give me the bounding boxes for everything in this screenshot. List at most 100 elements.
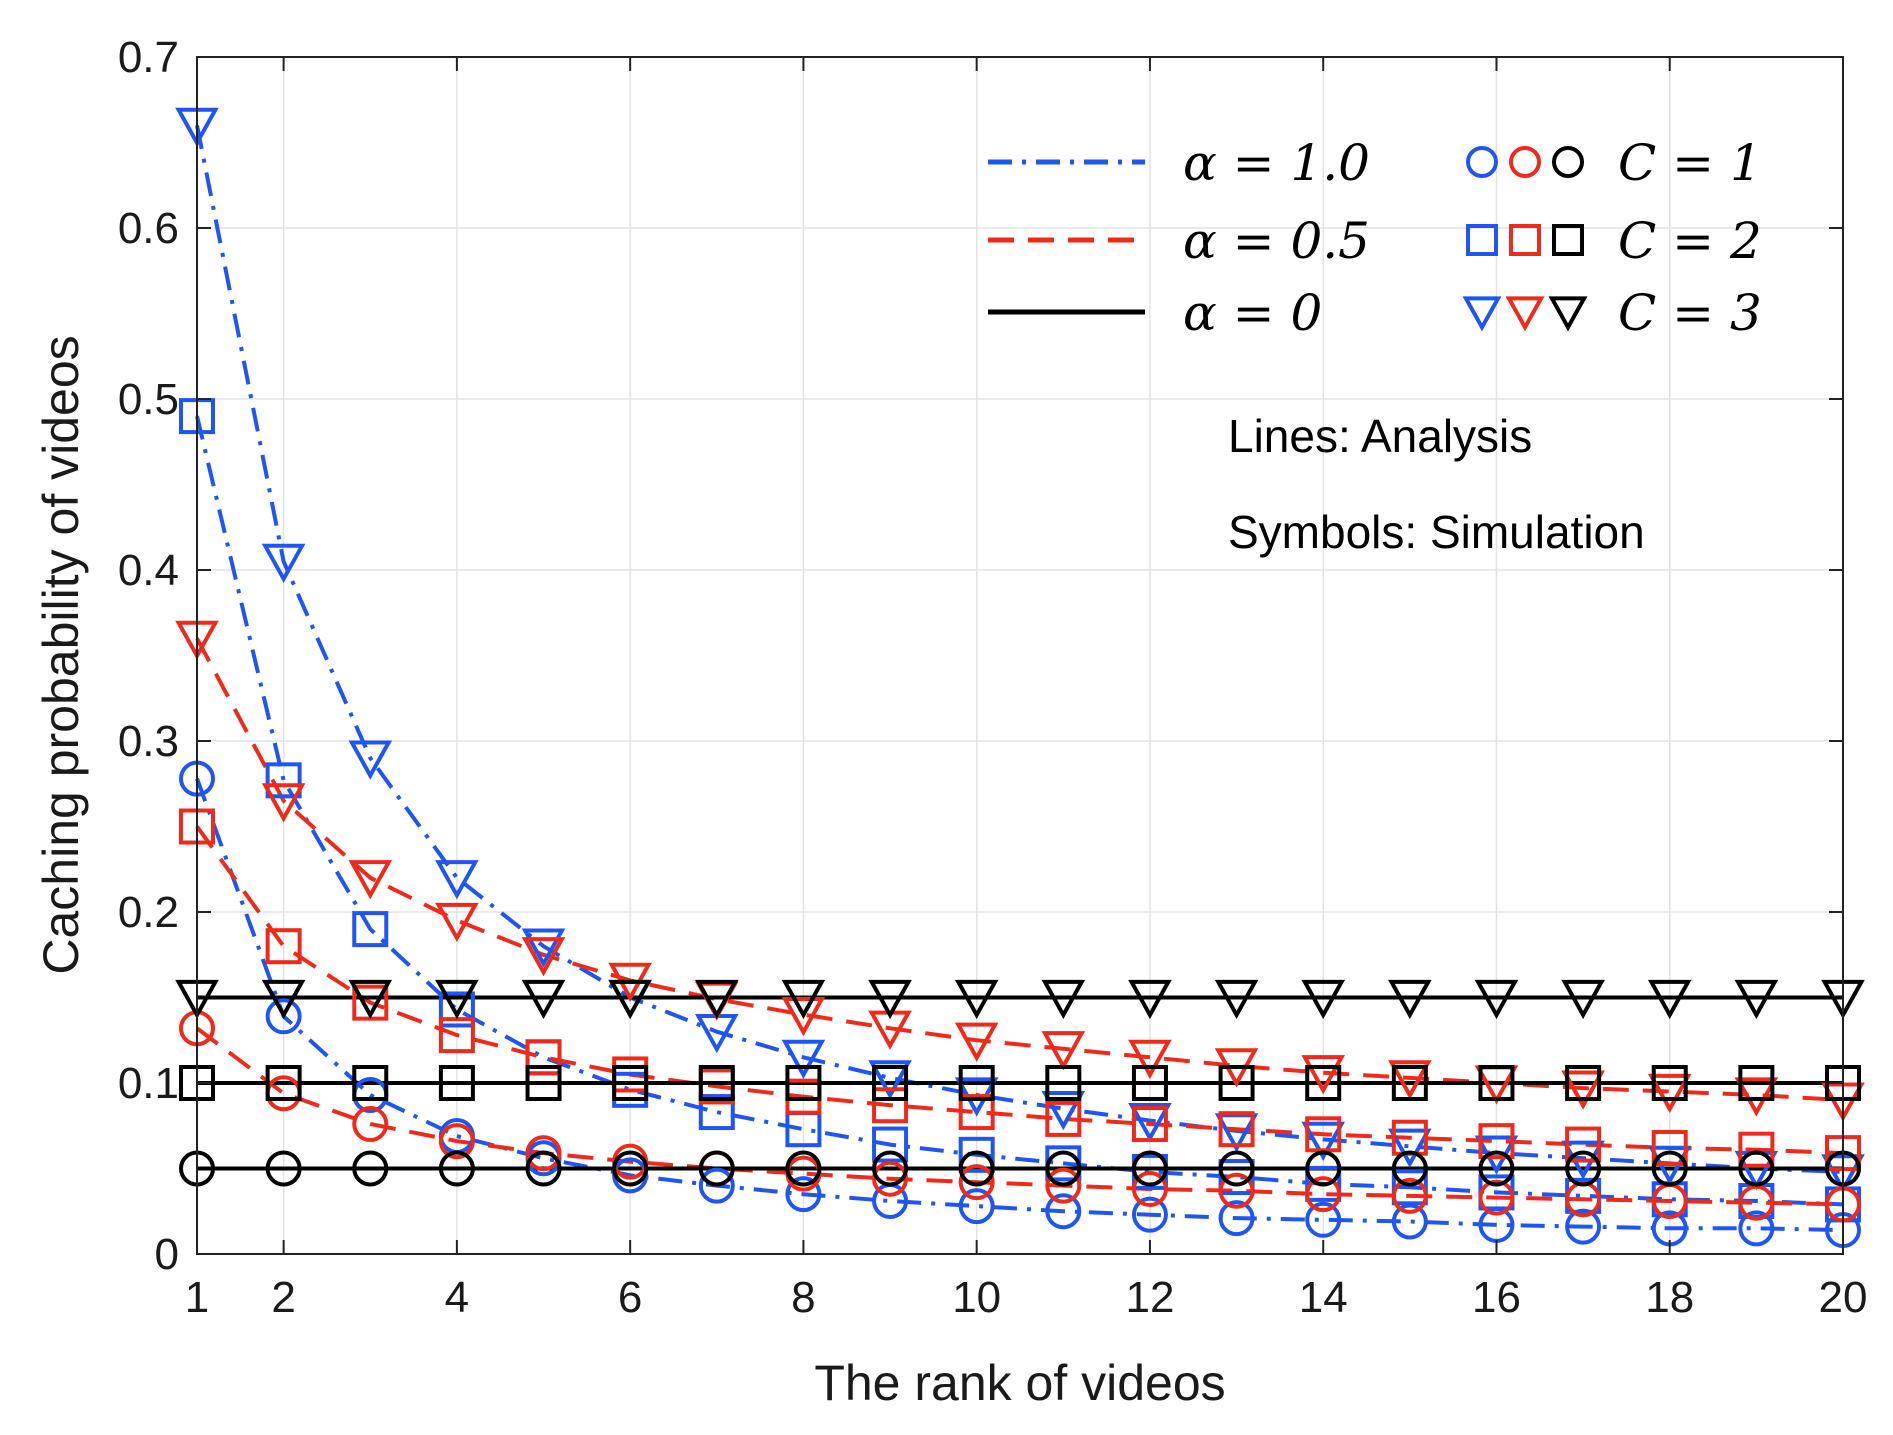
- legend-line-label-0: α = 1.0: [1183, 134, 1370, 192]
- data-point-marker: [348, 860, 393, 900]
- y-tick-label-5: 0.5: [118, 375, 179, 424]
- data-point-marker: [698, 1094, 735, 1131]
- data-point-marker: [265, 1065, 302, 1101]
- data-point-marker: [612, 1065, 649, 1101]
- legend: α = 1.0 α = 0.5 α = 0 C = 1 C = 2 C = 3: [988, 134, 1762, 342]
- data-point-marker: [525, 1135, 562, 1172]
- data-point-marker: [438, 1123, 475, 1160]
- data-point-marker: [525, 1039, 562, 1076]
- data-point-marker: [521, 928, 566, 968]
- data-point-marker: [868, 1060, 912, 1100]
- data-point-marker: [261, 783, 306, 823]
- data-point-marker: [698, 1065, 735, 1101]
- data-point-marker: [1131, 1065, 1168, 1101]
- markers-alpha-0-c3: [175, 979, 1865, 1020]
- data-point-marker: [872, 1126, 909, 1163]
- data-point-marker: [1391, 1150, 1428, 1187]
- data-point-marker: [612, 1150, 649, 1187]
- data-point-marker: [1388, 1128, 1432, 1168]
- data-point-marker: [521, 937, 566, 977]
- data-point-marker: [261, 979, 306, 1020]
- data-point-marker: [785, 1150, 822, 1187]
- legend-marker-square-2: [1552, 224, 1584, 256]
- data-point-marker: [781, 979, 826, 1020]
- y-tick-label-3: 0.3: [118, 717, 179, 766]
- data-point-marker: [1131, 1106, 1168, 1143]
- x-tick-label-10: 20: [1819, 1273, 1868, 1322]
- x-tick-label-4: 8: [791, 1273, 815, 1322]
- data-point-marker: [1738, 1131, 1775, 1168]
- plot-frame: [196, 56, 1844, 1255]
- data-point-marker: [1738, 1150, 1775, 1187]
- x-axis-label: The rank of videos: [814, 1355, 1225, 1411]
- data-point-marker: [1128, 979, 1172, 1020]
- data-point-marker: [1045, 1150, 1082, 1187]
- data-point-marker: [1045, 1065, 1082, 1101]
- data-point-marker: [1478, 1179, 1515, 1216]
- data-point-marker: [521, 979, 566, 1020]
- data-point-marker: [1128, 1102, 1172, 1143]
- data-point-marker: [1474, 979, 1519, 1020]
- legend-line-label-2: α = 0: [1183, 284, 1322, 342]
- data-point-marker: [1305, 1065, 1342, 1101]
- data-point-marker: [1734, 1077, 1779, 1117]
- legend-marker-circle-2: [1552, 146, 1584, 178]
- data-point-marker: [872, 1065, 909, 1101]
- data-point-marker: [1305, 1165, 1342, 1202]
- data-point-marker: [438, 991, 475, 1028]
- series-group: [175, 107, 1865, 1249]
- data-point-marker: [781, 996, 826, 1037]
- data-point-marker: [698, 1167, 735, 1204]
- data-point-marker: [1305, 1176, 1342, 1213]
- data-point-marker: [1301, 1055, 1346, 1095]
- data-point-marker: [1561, 1070, 1605, 1110]
- data-point-marker: [1565, 1150, 1602, 1187]
- data-point-marker: [1131, 1150, 1168, 1187]
- data-point-marker: [1651, 1065, 1688, 1101]
- legend-marker-triangle-down-2: [1548, 296, 1588, 332]
- data-point-marker: [265, 1150, 302, 1187]
- x-tick-label-9: 18: [1645, 1273, 1694, 1322]
- y-tick-label-0: 0: [155, 1230, 179, 1279]
- data-point-marker: [265, 762, 302, 799]
- legend-marker-triangle-down-0: [1462, 296, 1502, 332]
- data-point-marker: [435, 902, 479, 943]
- data-point-marker: [1388, 979, 1432, 1020]
- data-point-marker: [1305, 1150, 1342, 1187]
- data-point-marker: [435, 860, 479, 900]
- data-point-marker: [698, 1150, 735, 1187]
- legend-line-label-1: α = 0.5: [1183, 212, 1370, 270]
- legend-marker-square-0: [1466, 224, 1498, 256]
- x-tick-label-3: 6: [618, 1273, 642, 1322]
- data-point-marker: [1738, 1065, 1775, 1101]
- data-point-marker: [872, 1087, 909, 1124]
- x-tick-label-1: 2: [271, 1273, 295, 1322]
- data-point-marker: [352, 1065, 389, 1101]
- data-point-marker: [438, 1150, 475, 1187]
- data-point-marker: [1045, 1193, 1082, 1230]
- x-tick-label-0: 1: [185, 1273, 209, 1322]
- data-point-marker: [1651, 1150, 1688, 1187]
- data-point-marker: [1647, 1073, 1692, 1114]
- data-point-marker: [1478, 1150, 1515, 1187]
- legend-marker-triangle-down-1: [1505, 296, 1545, 332]
- data-point-marker: [694, 979, 739, 1020]
- data-point-marker: [1041, 1091, 1086, 1131]
- x-tick-label-8: 16: [1472, 1273, 1521, 1322]
- data-point-marker: [265, 998, 302, 1035]
- data-point-marker: [1391, 1065, 1428, 1101]
- y-tick-label-6: 0.6: [118, 204, 179, 253]
- data-point-marker: [1391, 1177, 1428, 1214]
- data-point-marker: [438, 1017, 475, 1054]
- data-point-marker: [958, 1094, 995, 1131]
- data-point-marker: [958, 1136, 995, 1173]
- data-point-marker: [1478, 1123, 1515, 1160]
- data-point-marker: [1218, 1065, 1255, 1101]
- data-point-marker: [348, 979, 393, 1020]
- data-point-marker: [1041, 979, 1086, 1020]
- markers-alpha-0-c2: [179, 1065, 1861, 1101]
- data-point-marker: [958, 1065, 995, 1101]
- data-point-marker: [1565, 1126, 1602, 1163]
- data-point-marker: [1218, 1172, 1255, 1209]
